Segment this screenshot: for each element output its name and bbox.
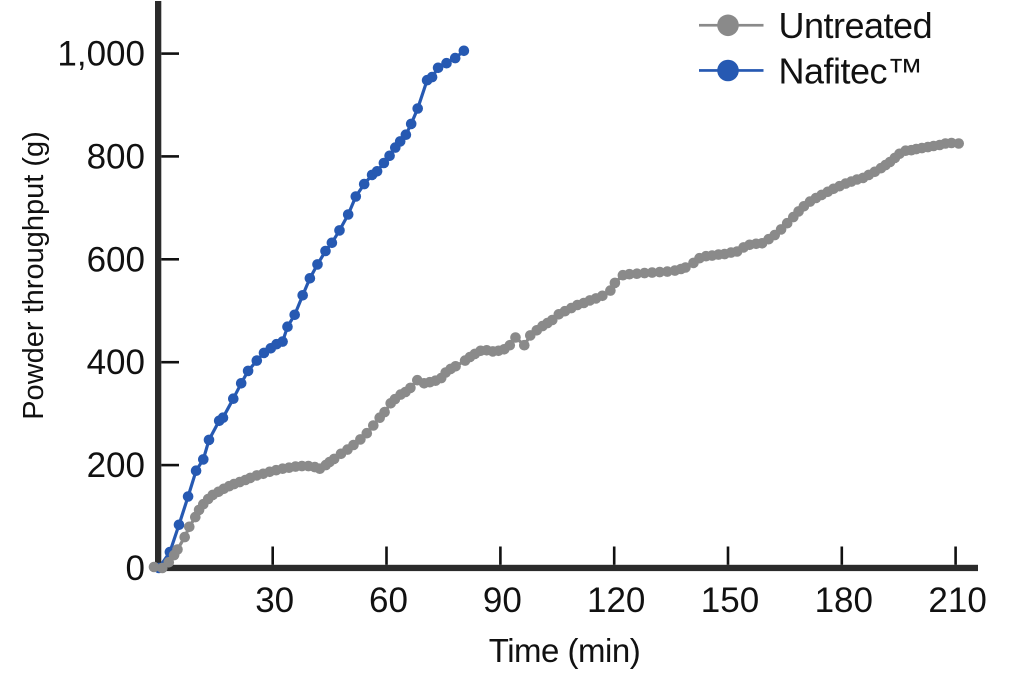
svg-text:800: 800 bbox=[87, 137, 145, 176]
svg-text:200: 200 bbox=[87, 446, 145, 485]
svg-text:180: 180 bbox=[815, 581, 873, 620]
svg-text:Nafitec™: Nafitec™ bbox=[779, 50, 923, 91]
svg-text:0: 0 bbox=[126, 549, 145, 588]
svg-text:90: 90 bbox=[483, 581, 522, 620]
svg-text:120: 120 bbox=[587, 581, 645, 620]
svg-text:150: 150 bbox=[701, 581, 759, 620]
svg-text:600: 600 bbox=[87, 240, 145, 279]
svg-text:210: 210 bbox=[928, 581, 986, 620]
svg-text:30: 30 bbox=[255, 581, 294, 620]
svg-text:1,000: 1,000 bbox=[57, 35, 145, 74]
svg-text:Time (min): Time (min) bbox=[489, 632, 640, 669]
svg-text:60: 60 bbox=[369, 581, 408, 620]
svg-text:400: 400 bbox=[87, 343, 145, 382]
svg-text:Untreated: Untreated bbox=[779, 5, 933, 46]
svg-text:Powder throughput (g): Powder throughput (g) bbox=[18, 131, 50, 420]
